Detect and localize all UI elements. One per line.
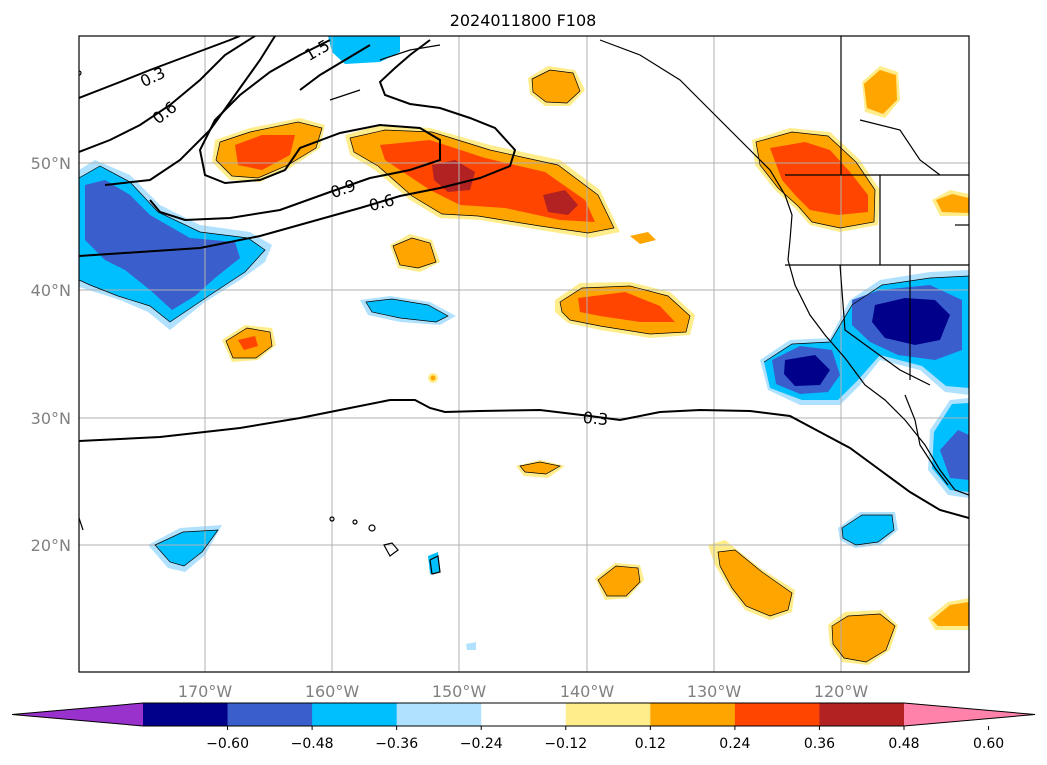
colorbar-segment (143, 703, 229, 726)
colorbar-tick-label: −0.60 (206, 736, 249, 752)
lat-tick-label: 50°N (31, 154, 71, 173)
colorbar-extend-low (12, 703, 143, 726)
plot-frame (78, 35, 970, 673)
colorbar-segment (734, 703, 820, 726)
contour-label: 0.3 (582, 408, 609, 429)
colorbar-segment (565, 703, 651, 726)
lat-tick-label: 40°N (31, 281, 71, 300)
colorbar-tick-label: −0.48 (291, 736, 334, 752)
lat-tick-label: 30°N (31, 409, 71, 428)
colorbar-segment (650, 703, 736, 726)
contour-lines (79, 36, 969, 519)
colorbar-tick-label: −0.36 (375, 736, 418, 752)
map-title: 2024011800 F108 (450, 11, 597, 30)
lon-tick-label: 120°W (814, 682, 869, 701)
lat-tick-label: 20°N (31, 536, 71, 555)
colorbar-segment (227, 703, 313, 726)
colorbar-extend-high (904, 703, 1035, 726)
colorbar-tick-label: 0.60 (973, 736, 1004, 752)
plot-area: 0.3 0.6 0.9 0.6 0.3 1.5 (78, 35, 970, 673)
colorbar-outline (11, 702, 1036, 727)
colorbar-segment (312, 703, 398, 726)
colorbar-tick-label: −0.24 (460, 736, 503, 752)
contour-0.6-north (79, 36, 256, 153)
lon-tick-labels: 170°W 160°W 150°W 140°W 130°W 120°W (178, 682, 869, 701)
contour-0.3-north (79, 36, 241, 99)
coastlines (79, 36, 969, 575)
colorbar-segment (819, 703, 905, 726)
colorbar-tick-label: 0.24 (719, 736, 750, 752)
lon-tick-label: 150°W (432, 682, 487, 701)
colorbar (11, 702, 1036, 727)
contour-0.3-south (79, 399, 969, 519)
colorbar-labels: −0.60 −0.48 −0.36 −0.24 −0.12 0.12 0.24 0.36 0.4… (206, 726, 1004, 752)
colorbar-segment (481, 703, 567, 726)
lon-tick-label: 130°W (687, 682, 742, 701)
lon-tick-label: 170°W (178, 682, 233, 701)
colorbar-tick-label: 0.12 (635, 736, 666, 752)
colorbar-tick-label: −0.12 (544, 736, 587, 752)
colorbar-tick-label: 0.48 (888, 736, 919, 752)
colorbar-segment (396, 703, 482, 726)
lon-tick-label: 160°W (305, 682, 360, 701)
colorbar-tick-label: 0.36 (804, 736, 835, 752)
lon-tick-label: 140°W (560, 682, 615, 701)
shaded-anomalies: 0.3 0.6 0.9 0.6 0.3 1.5 (79, 36, 969, 672)
contour-labels: 0.3 0.6 0.9 0.6 0.3 1.5 (137, 36, 609, 429)
lat-tick-labels: 50°N 40°N 30°N 20°N (31, 154, 71, 555)
